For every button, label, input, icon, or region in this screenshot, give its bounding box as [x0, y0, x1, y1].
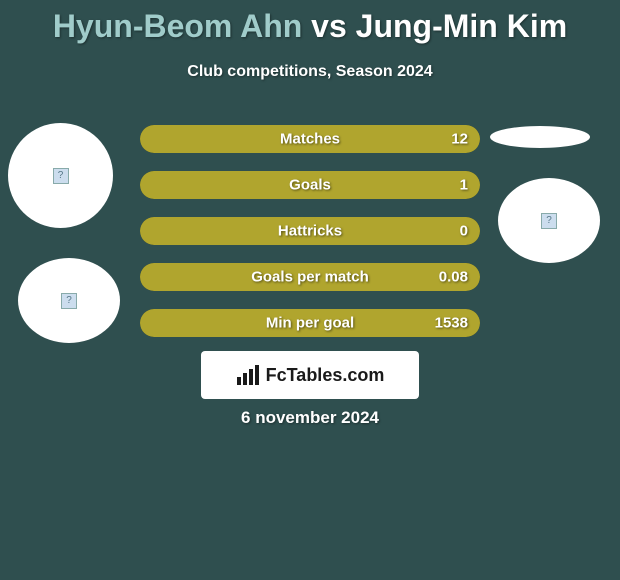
stat-value: 1 [460, 177, 468, 194]
stat-row-goals-per-match: Goals per match 0.08 [140, 263, 480, 291]
decorative-ellipse [490, 126, 590, 148]
image-placeholder-icon: ? [53, 168, 69, 184]
player1-name: Hyun-Beom Ahn [53, 8, 302, 44]
stat-row-matches: Matches 12 [140, 125, 480, 153]
player-avatar-left-bottom: ? [18, 258, 120, 343]
stat-value: 12 [451, 131, 468, 148]
player-avatar-left-top: ? [8, 123, 113, 228]
fctables-logo: FcTables.com [201, 351, 419, 399]
subtitle: Club competitions, Season 2024 [0, 63, 620, 81]
bar-chart-icon [236, 365, 260, 385]
stat-label: Goals per match [251, 269, 369, 286]
stat-row-hattricks: Hattricks 0 [140, 217, 480, 245]
stat-label: Hattricks [278, 223, 342, 240]
player2-name: Jung-Min Kim [356, 8, 568, 44]
stat-value: 0.08 [439, 269, 468, 286]
page-title: Hyun-Beom Ahn vs Jung-Min Kim [0, 0, 620, 45]
stat-label: Matches [280, 131, 340, 148]
date-label: 6 november 2024 [0, 408, 620, 428]
stat-value: 0 [460, 223, 468, 240]
image-placeholder-icon: ? [541, 213, 557, 229]
player-avatar-right: ? [498, 178, 600, 263]
logo-text: FcTables.com [266, 365, 385, 386]
stats-container: Matches 12 Goals 1 Hattricks 0 Goals per… [140, 125, 480, 355]
stat-row-min-per-goal: Min per goal 1538 [140, 309, 480, 337]
stat-row-goals: Goals 1 [140, 171, 480, 199]
image-placeholder-icon: ? [61, 293, 77, 309]
stat-value: 1538 [435, 315, 468, 332]
vs-label: vs [311, 8, 347, 44]
stat-label: Min per goal [266, 315, 354, 332]
stat-label: Goals [289, 177, 331, 194]
